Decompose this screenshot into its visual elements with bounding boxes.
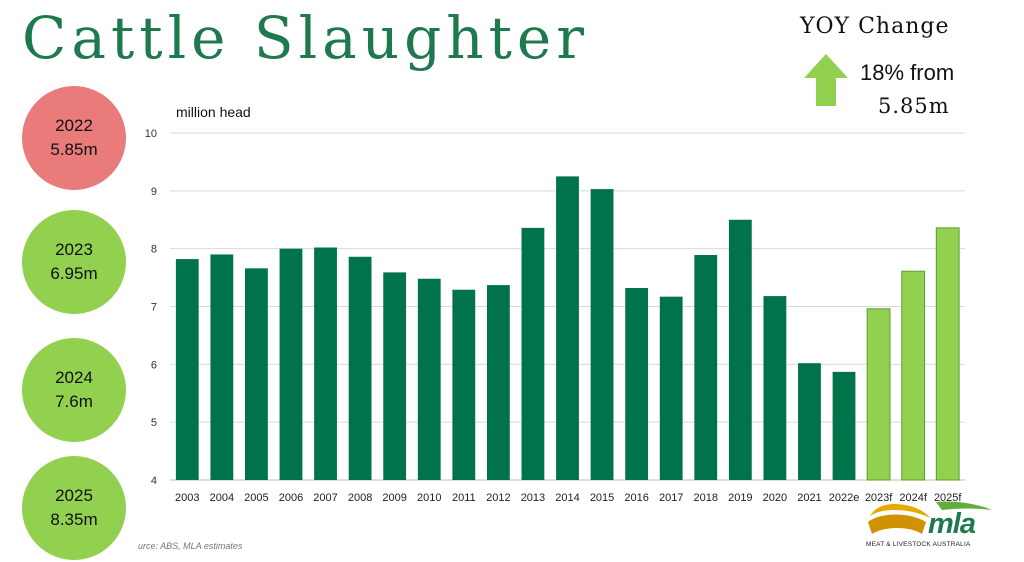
y-tick-label: 7	[151, 302, 157, 314]
yoy-heading: YOY Change	[800, 14, 950, 39]
x-tick-label: 2020	[763, 492, 787, 504]
y-tick-label: 6	[151, 359, 157, 371]
bar-2020	[763, 296, 787, 480]
y-tick-label: 4	[151, 475, 157, 487]
bar-2018	[694, 255, 718, 480]
logo-name: mla	[928, 508, 976, 540]
bar-2008	[348, 256, 372, 480]
bar-2015	[590, 189, 614, 480]
bubble-year: 2022	[55, 116, 93, 135]
bubble-year: 2025	[55, 486, 93, 505]
bar-2016	[625, 287, 649, 480]
x-tick-label: 2006	[279, 492, 303, 504]
y-axis-label: million head	[176, 104, 251, 120]
bar-2012	[486, 285, 510, 480]
bar-2025f	[935, 227, 960, 481]
bar-2004	[210, 254, 234, 480]
page-title: Cattle Slaughter	[22, 4, 589, 72]
x-tick-label: 2007	[313, 492, 337, 504]
bubble-value: 8.35m	[50, 510, 98, 529]
x-tick-label: 2008	[348, 492, 372, 504]
x-tick-label: 2022e	[829, 492, 860, 504]
x-tick-label: 2011	[452, 492, 476, 504]
yoy-change: 18% from	[860, 60, 955, 85]
y-tick-label: 8	[151, 244, 157, 256]
cattle-slaughter-chart: million head 4 5 6 7 8 9 10 2003 2004 2005 2006 2007…	[145, 104, 965, 504]
up-arrow-icon	[804, 54, 848, 106]
x-tick-label: 2013	[521, 492, 545, 504]
bar-2022e	[832, 371, 856, 480]
bar-2023f	[866, 308, 891, 481]
bubble-2024: 2024 7.6m	[22, 338, 126, 442]
x-tick-label: 2017	[659, 492, 683, 504]
x-tick-label: 2004	[210, 492, 234, 504]
x-tick-label: 2015	[590, 492, 614, 504]
bar-2014	[556, 176, 579, 480]
y-tick-label: 10	[145, 128, 157, 140]
bar-2013	[521, 227, 545, 480]
bar-2021	[798, 363, 821, 480]
mla-logo-icon	[868, 501, 992, 534]
x-tick-label: 2009	[382, 492, 406, 504]
bar-2024f	[901, 270, 926, 481]
x-tick-label: 2019	[728, 492, 752, 504]
x-tick-label: 2021	[797, 492, 821, 504]
x-tick-label: 2005	[244, 492, 268, 504]
bar-2009	[383, 272, 407, 480]
bar-2006	[279, 248, 303, 480]
x-tick-label: 2025f	[934, 492, 962, 504]
x-tick-label: 2016	[624, 492, 648, 504]
x-tick-label: 2023f	[865, 492, 893, 504]
bubble-year: 2023	[55, 240, 93, 259]
x-tick-label: 2012	[486, 492, 510, 504]
bar-2007	[314, 247, 337, 480]
bubble-2025: 2025 8.35m	[22, 456, 126, 560]
x-tick-label: 2018	[694, 492, 718, 504]
bubble-2023: 2023 6.95m	[22, 210, 126, 314]
bar-2005	[245, 268, 268, 480]
x-tick-label: 2003	[175, 492, 199, 504]
bar-2010	[417, 278, 441, 480]
bar-2017	[659, 296, 683, 480]
y-tick-label: 9	[151, 186, 157, 198]
bubble-value: 7.6m	[55, 392, 93, 411]
bubble-value: 5.85m	[50, 140, 98, 159]
bar-2011	[452, 289, 476, 480]
logo-tagline: MEAT & LIVESTOCK AUSTRALIA	[866, 541, 971, 548]
x-tick-label: 2014	[555, 492, 579, 504]
source-note: urce: ABS, MLA estimates	[138, 541, 243, 551]
x-tick-label: 2024f	[899, 492, 927, 504]
bubble-2022: 2022 5.85m	[22, 86, 126, 190]
bar-2003	[175, 259, 199, 480]
y-tick-label: 5	[151, 417, 157, 429]
x-tick-label: 2010	[417, 492, 441, 504]
bar-2019	[728, 219, 752, 480]
yoy-base: 5.85m	[878, 94, 950, 118]
bubble-year: 2024	[55, 368, 93, 387]
bubble-value: 6.95m	[50, 264, 98, 283]
